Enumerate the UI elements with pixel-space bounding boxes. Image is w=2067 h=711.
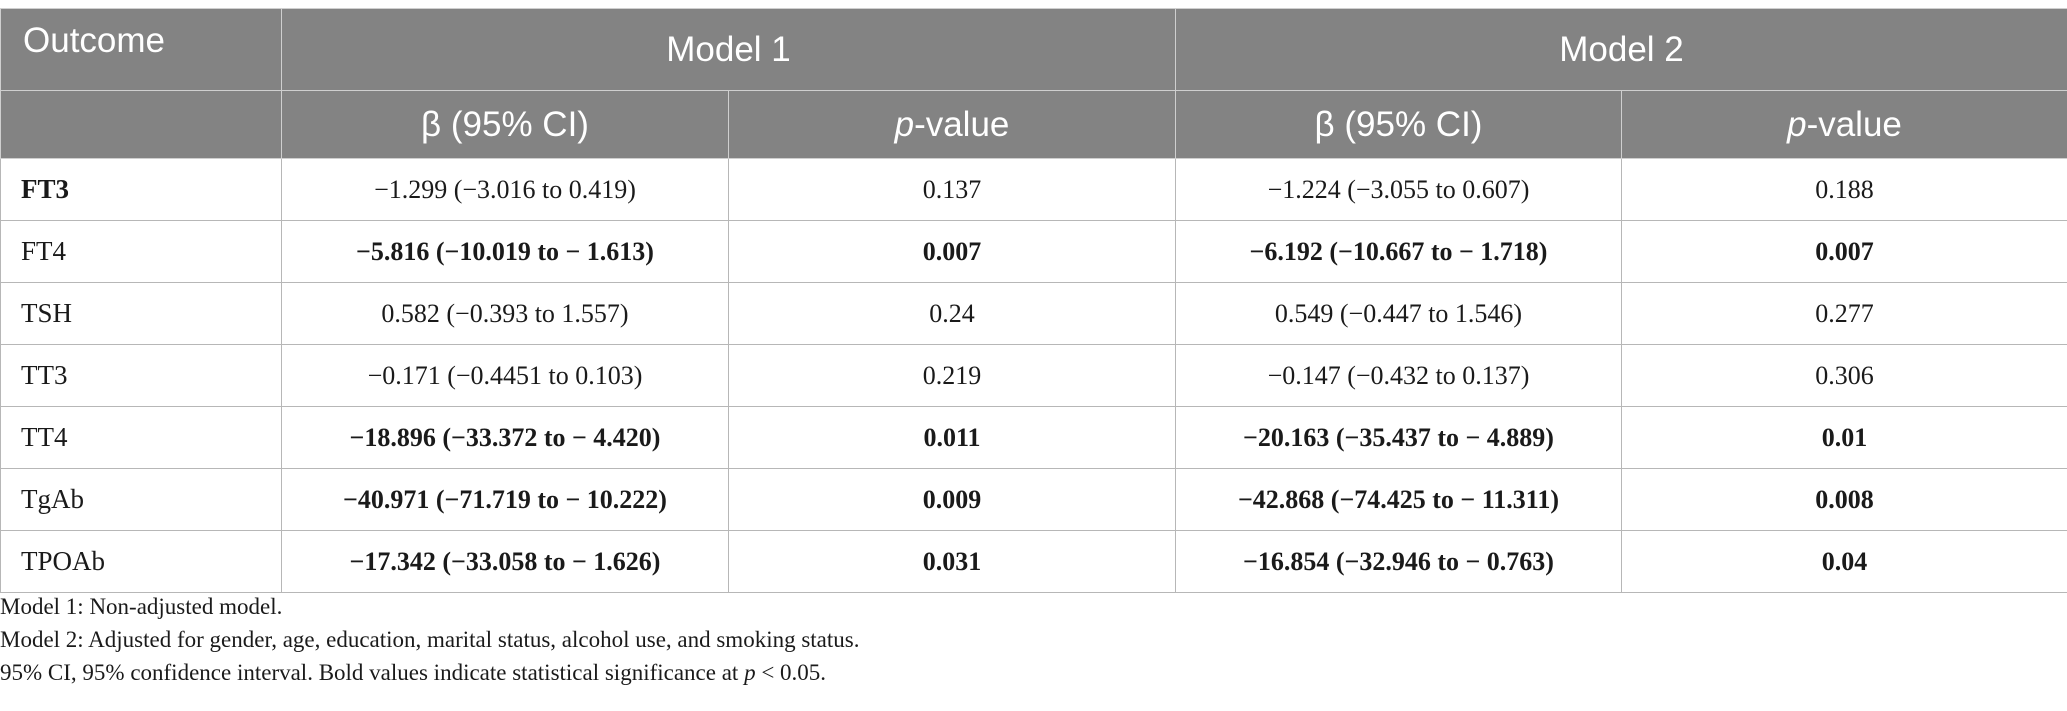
- header-model-1: Model 1: [281, 8, 1176, 91]
- row-m2-pvalue: 0.277: [1621, 282, 2067, 345]
- row-outcome: FT4: [0, 220, 282, 283]
- table-row: TSH 0.582 (−0.393 to 1.557) 0.24 0.549 (…: [0, 282, 2067, 345]
- row-m1-pvalue: 0.031: [728, 530, 1176, 593]
- row-m1-beta: −1.299 (−3.016 to 0.419): [281, 158, 729, 221]
- regression-results-table: Outcome Model 1 Model 2 β (95% CI) p-val…: [0, 8, 2067, 593]
- row-outcome: FT3: [0, 158, 282, 221]
- row-m1-pvalue: 0.007: [728, 220, 1176, 283]
- footnote-significance-prefix: 95% CI, 95% confidence interval. Bold va…: [0, 660, 745, 685]
- footnote-significance: 95% CI, 95% confidence interval. Bold va…: [0, 656, 859, 689]
- results-table-container: Outcome Model 1 Model 2 β (95% CI) p-val…: [0, 8, 2067, 593]
- header-m1-p-letter: p: [894, 104, 915, 144]
- header-m1-pvalue: p-value: [728, 90, 1176, 159]
- header-m2-p-suffix: -value: [1806, 104, 1902, 144]
- row-outcome: TPOAb: [0, 530, 282, 593]
- table-row: TgAb −40.971 (−71.719 to − 10.222) 0.009…: [0, 468, 2067, 531]
- header-outcome: Outcome: [0, 8, 282, 91]
- row-m1-pvalue: 0.009: [728, 468, 1176, 531]
- header-m2-beta: β (95% CI): [1175, 90, 1622, 159]
- row-m1-pvalue: 0.137: [728, 158, 1176, 221]
- header-m2-pvalue: p-value: [1621, 90, 2067, 159]
- header-m1-p-suffix: -value: [914, 104, 1010, 144]
- row-outcome: TT3: [0, 344, 282, 407]
- footnote-model-2: Model 2: Adjusted for gender, age, educa…: [0, 627, 860, 652]
- row-m1-beta: −0.171 (−0.4451 to 0.103): [281, 344, 729, 407]
- table-row: FT3 −1.299 (−3.016 to 0.419) 0.137 −1.22…: [0, 158, 2067, 221]
- header-row-stats: β (95% CI) p-value β (95% CI) p-value: [0, 90, 2067, 159]
- row-m2-pvalue: 0.008: [1621, 468, 2067, 531]
- header-outcome-blank: [0, 90, 282, 159]
- table-row: FT4 −5.816 (−10.019 to − 1.613) 0.007 −6…: [0, 220, 2067, 283]
- row-m2-pvalue: 0.007: [1621, 220, 2067, 283]
- row-m1-pvalue: 0.219: [728, 344, 1176, 407]
- row-m2-pvalue: 0.188: [1621, 158, 2067, 221]
- row-m1-pvalue: 0.011: [728, 406, 1176, 469]
- table-footnotes: Model 1: Non-adjusted model. Model 2: Ad…: [0, 590, 859, 689]
- table-body: FT3 −1.299 (−3.016 to 0.419) 0.137 −1.22…: [0, 158, 2067, 593]
- row-m2-beta: −20.163 (−35.437 to − 4.889): [1175, 406, 1622, 469]
- row-m2-pvalue: 0.04: [1621, 530, 2067, 593]
- row-m1-beta: −17.342 (−33.058 to − 1.626): [281, 530, 729, 593]
- footnote-model-1: Model 1: Non-adjusted model.: [0, 594, 283, 619]
- row-m2-beta: −1.224 (−3.055 to 0.607): [1175, 158, 1622, 221]
- footnote-p-letter: p: [744, 660, 756, 685]
- row-outcome: TSH: [0, 282, 282, 345]
- row-m2-beta: −0.147 (−0.432 to 0.137): [1175, 344, 1622, 407]
- header-row-models: Outcome Model 1 Model 2: [0, 8, 2067, 91]
- table-row: TPOAb −17.342 (−33.058 to − 1.626) 0.031…: [0, 530, 2067, 593]
- row-m2-beta: −16.854 (−32.946 to − 0.763): [1175, 530, 1622, 593]
- header-m2-p-letter: p: [1787, 104, 1807, 144]
- row-m2-beta: −42.868 (−74.425 to − 11.311): [1175, 468, 1622, 531]
- footnote-significance-suffix: < 0.05.: [755, 660, 827, 685]
- row-m1-pvalue: 0.24: [728, 282, 1176, 345]
- header-m1-beta: β (95% CI): [281, 90, 729, 159]
- row-m1-beta: −18.896 (−33.372 to − 4.420): [281, 406, 729, 469]
- row-outcome: TT4: [0, 406, 282, 469]
- row-m2-beta: −6.192 (−10.667 to − 1.718): [1175, 220, 1622, 283]
- table-row: TT4 −18.896 (−33.372 to − 4.420) 0.011 −…: [0, 406, 2067, 469]
- row-m1-beta: 0.582 (−0.393 to 1.557): [281, 282, 729, 345]
- row-outcome: TgAb: [0, 468, 282, 531]
- row-m1-beta: −40.971 (−71.719 to − 10.222): [281, 468, 729, 531]
- table-header: Outcome Model 1 Model 2 β (95% CI) p-val…: [0, 8, 2067, 159]
- header-model-2: Model 2: [1175, 8, 2067, 91]
- row-m2-pvalue: 0.01: [1621, 406, 2067, 469]
- row-m2-pvalue: 0.306: [1621, 344, 2067, 407]
- row-m1-beta: −5.816 (−10.019 to − 1.613): [281, 220, 729, 283]
- row-m2-beta: 0.549 (−0.447 to 1.546): [1175, 282, 1622, 345]
- table-row: TT3 −0.171 (−0.4451 to 0.103) 0.219 −0.1…: [0, 344, 2067, 407]
